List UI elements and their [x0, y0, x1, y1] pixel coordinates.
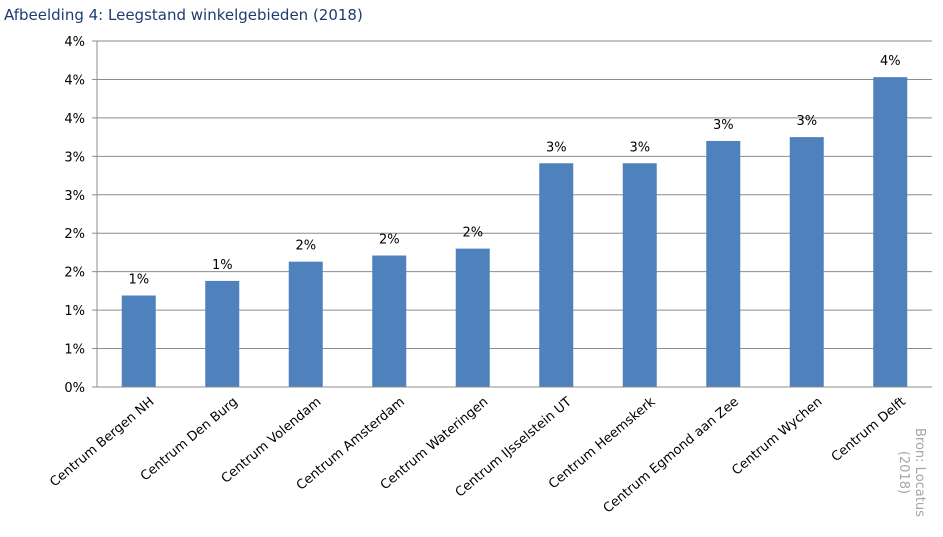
bar	[288, 261, 323, 387]
data-label: 2%	[295, 239, 316, 254]
bar	[372, 255, 407, 387]
data-label: 1%	[212, 258, 233, 273]
chart-title: Afbeelding 4: Leegstand winkelgebieden (…	[4, 6, 363, 24]
y-axis-tick-labels: 0% 1% 1% 2% 2% 3% 3% 4% 4% 4%	[64, 35, 85, 396]
data-label: 1%	[128, 273, 149, 288]
bar	[205, 280, 240, 387]
data-label: 2%	[462, 226, 483, 241]
y-tick-label: 2%	[64, 227, 85, 242]
y-tick-label: 0%	[64, 381, 85, 396]
bar	[789, 137, 824, 387]
bar	[873, 77, 908, 387]
data-label: 3%	[796, 114, 817, 129]
y-tick-label: 1%	[64, 304, 85, 319]
bars	[121, 77, 908, 387]
data-labels: 1% 1% 2% 2% 2% 3% 3% 3% 3% 4%	[128, 54, 900, 287]
axes	[96, 41, 932, 388]
data-label: 3%	[629, 140, 650, 155]
bar	[455, 248, 490, 387]
x-tick-label: Centrum Egmond aan Zee	[601, 395, 742, 517]
data-label: 3%	[546, 140, 567, 155]
data-label: 3%	[713, 118, 734, 133]
source-line-2: (2018)	[896, 450, 911, 495]
y-tick-label: 1%	[64, 343, 85, 358]
y-tick-label: 3%	[64, 189, 85, 204]
y-tick-label: 2%	[64, 266, 85, 281]
y-tick-label: 3%	[64, 150, 85, 165]
bar	[622, 163, 657, 387]
x-tick-label: Centrum Wychen	[729, 395, 825, 479]
source-note: Bron: Locatus (2018)	[895, 428, 927, 517]
y-tick-label: 4%	[64, 35, 85, 50]
data-label: 4%	[880, 54, 901, 69]
bar	[539, 163, 574, 387]
y-tick-label: 4%	[64, 73, 85, 88]
bar	[121, 295, 156, 387]
y-tick-label: 4%	[64, 112, 85, 127]
data-label: 2%	[379, 233, 400, 248]
bar	[706, 140, 741, 387]
source-line-1: Bron: Locatus	[912, 428, 927, 517]
